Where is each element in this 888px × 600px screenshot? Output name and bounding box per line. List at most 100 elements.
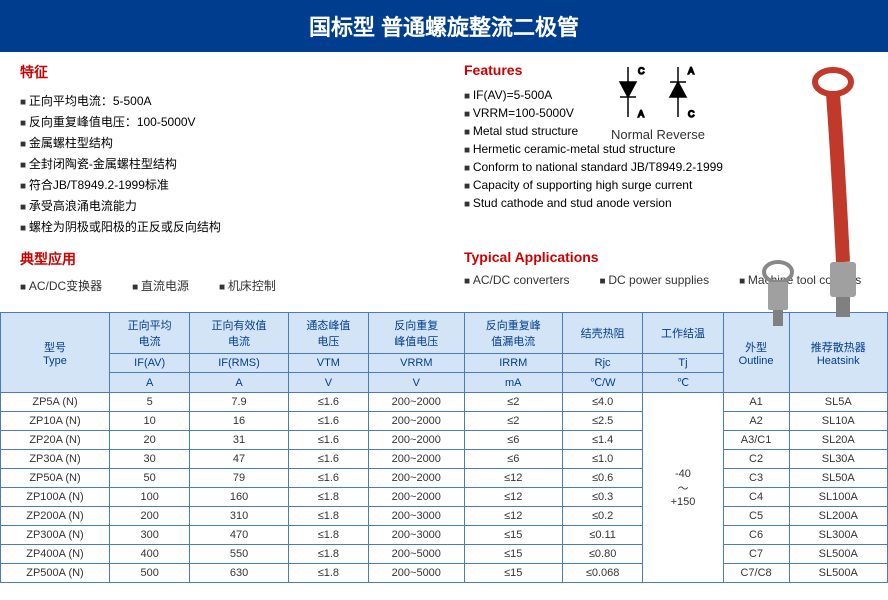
content-area: 特征 正向平均电流：5-500A反向重复峰值电压：100-5000V金属螺柱型结… xyxy=(0,52,888,304)
table-cell: SL50A xyxy=(789,469,887,488)
table-cell: ≤1.8 xyxy=(288,507,368,526)
table-cell: C7/C8 xyxy=(723,564,789,583)
table-unit: ℃ xyxy=(643,373,723,393)
table-cell: 200~2000 xyxy=(369,488,465,507)
table-cell: ≤0.2 xyxy=(562,507,642,526)
table-subheader: IF(AV) xyxy=(109,354,189,373)
table-cell: ≤2.5 xyxy=(562,412,642,431)
table-row: ZP300A (N)300470≤1.8200~3000≤15≤0.11C6SL… xyxy=(1,526,888,545)
table-cell: 200 xyxy=(109,507,189,526)
table-row: ZP30A (N)3047≤1.6200~2000≤6≤1.0C2SL30A xyxy=(1,450,888,469)
table-cell: C4 xyxy=(723,488,789,507)
table-row: ZP100A (N)100160≤1.8200~2000≤12≤0.3C4SL1… xyxy=(1,488,888,507)
table-cell: ZP400A (N) xyxy=(1,545,110,564)
table-cell: 200~2000 xyxy=(369,450,465,469)
apps-cn-col: 典型应用 AC/DC变换器直流电源机床控制 xyxy=(20,249,424,294)
table-cell: ≤1.8 xyxy=(288,488,368,507)
table-cell: 79 xyxy=(190,469,288,488)
table-cell: ≤12 xyxy=(464,469,562,488)
svg-text:C: C xyxy=(688,109,695,119)
page-banner: 国标型 普通螺旋整流二极管 xyxy=(0,0,888,52)
table-subheader: Rjc xyxy=(562,354,642,373)
table-cell: ZP50A (N) xyxy=(1,469,110,488)
list-item: 反向重复峰值电压：100-5000V xyxy=(20,111,424,132)
table-cell: A3/C1 xyxy=(723,431,789,450)
table-unit: V xyxy=(288,373,368,393)
app-item: 直流电源 xyxy=(132,277,189,294)
table-header: 反向重复峰值漏电流 xyxy=(464,313,562,354)
table-cell: SL10A xyxy=(789,412,887,431)
table-cell: ≤1.8 xyxy=(288,526,368,545)
table-row: ZP500A (N)500630≤1.8200~5000≤15≤0.068C7/… xyxy=(1,564,888,583)
table-cell: ≤0.3 xyxy=(562,488,642,507)
table-cell: 400 xyxy=(109,545,189,564)
table-cell: 200~2000 xyxy=(369,431,465,450)
table-cell: ≤12 xyxy=(464,507,562,526)
app-item: AC/DC变换器 xyxy=(20,277,102,294)
table-cell: 200~2000 xyxy=(369,393,465,412)
table-cell: ZP300A (N) xyxy=(1,526,110,545)
table-cell: C3 xyxy=(723,469,789,488)
table-cell: 200~5000 xyxy=(369,545,465,564)
diode-symbol: C A A C Normal Reverse xyxy=(588,62,728,142)
table-cell: ≤12 xyxy=(464,488,562,507)
list-item: 正向平均电流：5-500A xyxy=(20,90,424,111)
table-cell: ≤4.0 xyxy=(562,393,642,412)
table-cell: ≤1.6 xyxy=(288,469,368,488)
table-cell: 550 xyxy=(190,545,288,564)
table-cell: 630 xyxy=(190,564,288,583)
list-item: 全封闭陶瓷-金属螺柱型结构 xyxy=(20,153,424,174)
table-cell: ≤0.6 xyxy=(562,469,642,488)
spec-table: 型号Type正向平均电流正向有效值电流通态峰值电压反向重复峰值电压反向重复峰值漏… xyxy=(0,312,888,583)
table-cell: 50 xyxy=(109,469,189,488)
symbol-label: Normal Reverse xyxy=(588,127,728,142)
table-cell: ≤1.4 xyxy=(562,431,642,450)
table-cell: SL500A xyxy=(789,564,887,583)
table-cell: ZP10A (N) xyxy=(1,412,110,431)
table-unit: ℃/W xyxy=(562,373,642,393)
table-header: 正向平均电流 xyxy=(109,313,189,354)
table-cell: SL30A xyxy=(789,450,887,469)
table-cell: ZP500A (N) xyxy=(1,564,110,583)
table-cell: 470 xyxy=(190,526,288,545)
table-header: 正向有效值电流 xyxy=(190,313,288,354)
table-unit: A xyxy=(109,373,189,393)
features-cn-heading: 特征 xyxy=(20,62,424,82)
list-item: 承受高浪涌电流能力 xyxy=(20,195,424,216)
app-item: DC power supplies xyxy=(600,273,710,287)
table-cell: 31 xyxy=(190,431,288,450)
table-cell: ≤2 xyxy=(464,412,562,431)
table-cell: ≤0.068 xyxy=(562,564,642,583)
table-cell: C6 xyxy=(723,526,789,545)
tj-cell: -40～+150 xyxy=(643,393,723,583)
table-row: ZP5A (N)57.9≤1.6200~2000≤2≤4.0-40～+150A1… xyxy=(1,393,888,412)
features-cn-col: 特征 正向平均电流：5-500A反向重复峰值电压：100-5000V金属螺柱型结… xyxy=(20,62,424,237)
table-header: 通态峰值电压 xyxy=(288,313,368,354)
table-cell: ZP5A (N) xyxy=(1,393,110,412)
table-cell: ≤1.6 xyxy=(288,431,368,450)
list-item: 螺栓为阴极或阳极的正反或反向结构 xyxy=(20,216,424,237)
table-row: ZP50A (N)5079≤1.6200~2000≤12≤0.6C3SL50A xyxy=(1,469,888,488)
table-cell: ≤15 xyxy=(464,545,562,564)
table-subheader: IRRM xyxy=(464,354,562,373)
table-header: 反向重复峰值电压 xyxy=(369,313,465,354)
table-row: ZP20A (N)2031≤1.6200~2000≤6≤1.4A3/C1SL20… xyxy=(1,431,888,450)
table-cell: ≤2 xyxy=(464,393,562,412)
table-unit: mA xyxy=(464,373,562,393)
table-cell: 20 xyxy=(109,431,189,450)
table-cell: ≤1.8 xyxy=(288,545,368,564)
table-subheader: Tj xyxy=(643,354,723,373)
table-cell: ZP30A (N) xyxy=(1,450,110,469)
table-cell: C5 xyxy=(723,507,789,526)
table-cell: SL300A xyxy=(789,526,887,545)
table-cell: ZP200A (N) xyxy=(1,507,110,526)
table-cell: ≤15 xyxy=(464,526,562,545)
product-image xyxy=(738,62,878,342)
apps-cn-items: AC/DC变换器直流电源机床控制 xyxy=(20,277,424,294)
table-cell: ≤1.0 xyxy=(562,450,642,469)
table-cell: SL100A xyxy=(789,488,887,507)
table-cell: 160 xyxy=(190,488,288,507)
table-cell: ≤1.8 xyxy=(288,564,368,583)
list-item: 符合JB/T8949.2-1999标准 xyxy=(20,174,424,195)
table-cell: SL20A xyxy=(789,431,887,450)
